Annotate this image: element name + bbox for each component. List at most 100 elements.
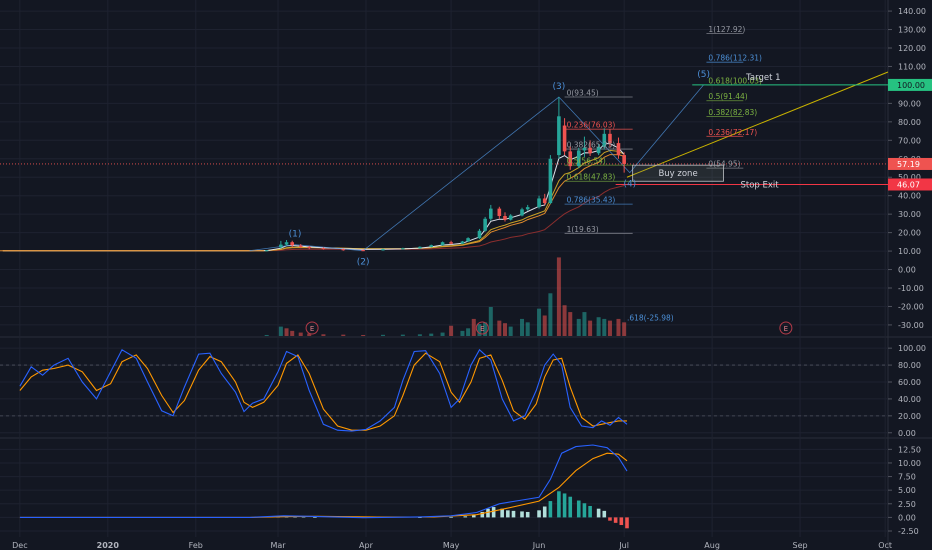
candle-body	[588, 147, 592, 154]
time-tick-label: Aug	[704, 541, 720, 550]
price-tick-label: -10.00	[898, 284, 924, 293]
price-tick-label: 0.00	[898, 266, 916, 275]
candle-body	[557, 116, 561, 156]
macd-histogram-bar	[596, 508, 601, 518]
fib-retracement-label: 1(19.63)	[567, 225, 599, 234]
candle-body	[520, 209, 524, 216]
price-tick-label: 10.00	[898, 247, 921, 256]
candle-body	[477, 230, 482, 239]
stochastic-pane[interactable]	[0, 348, 888, 432]
volume-bar	[525, 322, 530, 336]
volume-bar	[264, 334, 269, 336]
candle-body	[497, 208, 502, 216]
time-tick-label: 2020	[97, 541, 120, 550]
candle-body	[576, 150, 581, 167]
candle-body	[537, 198, 541, 208]
volume-bar	[596, 317, 601, 336]
candle-body	[449, 242, 453, 244]
macd-histogram-bar	[471, 514, 476, 518]
price-tick-label: 2.50	[898, 500, 916, 509]
volume-bar	[502, 323, 507, 336]
stop-label: Stop Exit	[740, 180, 779, 190]
fib-extension-label: 0.382(82.83)	[708, 108, 757, 117]
volume-bar	[588, 320, 593, 336]
price-tick-label: 80.00	[898, 361, 921, 370]
price-tick-label: 40.00	[898, 395, 921, 404]
volume-bar	[483, 322, 488, 336]
fib-retracement-label: 0.236(76.03)	[567, 121, 616, 130]
volume-bar	[497, 320, 502, 336]
fib-extension-label: 0.618(100.03)	[708, 76, 762, 85]
price-tick-label: 12.50	[898, 445, 921, 454]
candle-body	[568, 151, 573, 167]
volume-bar	[321, 334, 326, 336]
candle-body	[548, 158, 553, 204]
price-tick-label: 30.00	[898, 210, 921, 219]
fib-extension-label: 0(54.95)	[708, 160, 740, 169]
time-tick-label: Jul	[618, 541, 629, 550]
earnings-marker	[475, 321, 489, 335]
macd-histogram-bar	[613, 517, 618, 523]
volume-bar	[562, 305, 567, 336]
candle-body	[290, 242, 295, 246]
fib-retracement-label: 0.786(35.43)	[567, 196, 616, 205]
macd-histogram-bar	[568, 496, 573, 518]
candle-body	[264, 250, 269, 252]
fib-retracement-label: 0(93.45)	[567, 89, 599, 98]
time-tick-label: Oct	[878, 541, 892, 550]
price-tick-label: 140.00	[898, 7, 926, 16]
candle-body	[503, 216, 507, 220]
macd-histogram-bar	[562, 493, 567, 518]
candle-body	[483, 218, 487, 231]
candle-body	[460, 241, 465, 244]
volume-bar	[607, 320, 612, 336]
stop-badge-text: 46.07	[897, 180, 920, 189]
macd-pane[interactable]	[19, 444, 629, 529]
macd-histogram-bar	[449, 516, 453, 518]
candle-body	[525, 207, 530, 210]
price-tick-label: 120.00	[898, 44, 926, 53]
volume-bar	[602, 318, 607, 336]
price-tick-label: 40.00	[898, 192, 921, 201]
volume-bar	[471, 318, 476, 336]
price-tick-label: 10.00	[898, 459, 921, 468]
candle-body	[608, 133, 612, 144]
macd-histogram-bar	[542, 506, 547, 518]
macd-histogram-bar	[608, 517, 612, 521]
elliott-wave-path	[249, 84, 704, 252]
price-tick-label: 110.00	[898, 62, 926, 71]
price-tick-label: 50.00	[898, 173, 921, 182]
current-price-badge	[888, 157, 932, 170]
target-label: Target 1	[745, 73, 780, 83]
candle-body	[562, 125, 567, 152]
target-badge-text: 100.00	[897, 81, 925, 90]
price-tick-label: 0.00	[898, 429, 916, 438]
price-tick-label: 70.00	[898, 136, 921, 145]
candle-body	[582, 147, 587, 151]
volume-bar	[542, 315, 547, 336]
moving-averages	[0, 142, 625, 252]
candle-body	[602, 133, 607, 147]
time-tick-label: Mar	[270, 541, 286, 550]
volume-bar	[568, 312, 573, 336]
candle-body	[361, 250, 365, 252]
macd-histogram-bar	[511, 510, 516, 518]
volume-bars	[264, 257, 627, 336]
candle-body	[440, 242, 445, 246]
ma-slow	[2, 185, 625, 252]
time-tick-label: Jun	[532, 541, 546, 550]
volume-bar	[556, 257, 561, 336]
price-pane[interactable]: E E E .618(-25.98) (1) (2) (3) (4) (5) 0(93.45) 0…	[0, 25, 889, 336]
price-tick-label: 20.00	[898, 412, 921, 421]
macd-histogram-bar	[525, 511, 530, 518]
current-price-badge-text: 57.19	[897, 160, 920, 169]
macd-histogram-bar	[480, 511, 485, 518]
volume-bar	[361, 334, 366, 336]
annotation-labels: .618(-25.98) (1) (2) (3) (4) (5) 0(93.45) 0.236…	[289, 25, 781, 323]
volume-bar	[298, 332, 303, 336]
price-tick-label: 80.00	[898, 118, 921, 127]
